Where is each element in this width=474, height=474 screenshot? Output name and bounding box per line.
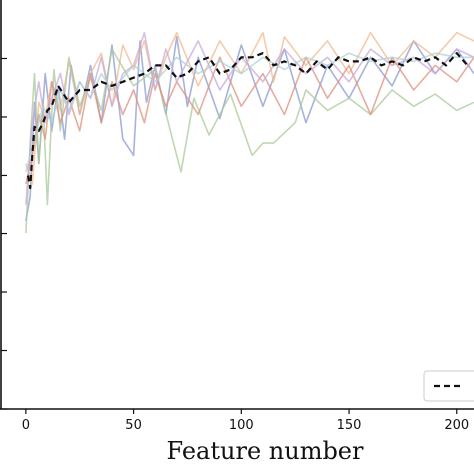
series-layer [25, 31, 474, 234]
x-tick-label-2: 100 [229, 418, 254, 433]
series-line-mean [26, 52, 469, 190]
series-line-run-red [25, 56, 474, 185]
series-line-run-purple [25, 31, 474, 205]
series-line-run-orange [25, 31, 474, 185]
x-axis-label: Feature number [167, 437, 364, 465]
legend [423, 370, 474, 402]
axes-layer: 0 50 100 150 200 [0, 0, 474, 433]
series-line-run-blue [25, 35, 474, 222]
x-tick-label-0: 0 [22, 418, 30, 433]
x-tick-label-4: 200 [444, 418, 469, 433]
series-line-run-green [25, 48, 474, 234]
series-line-run-teal [25, 52, 474, 173]
x-tick-label-3: 150 [337, 418, 362, 433]
x-tick-label-1: 50 [125, 418, 142, 433]
